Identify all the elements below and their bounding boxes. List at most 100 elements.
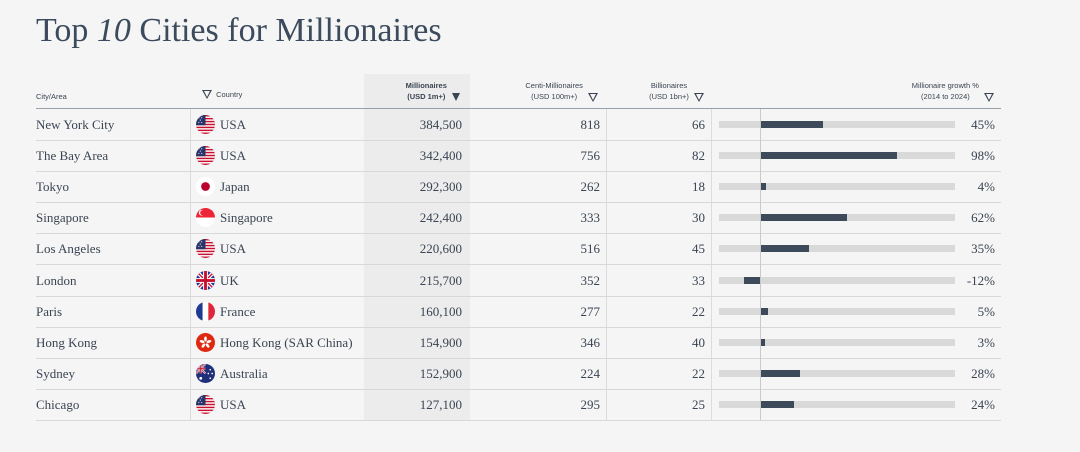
growth-zero-line [760,109,762,420]
growth-bar [760,307,768,315]
header-country-label: Country [216,89,243,99]
header-billionaires[interactable]: Billionaires (USD 1bn+) [606,80,704,110]
growth-value: 5% [977,303,995,319]
growth-value: 3% [977,334,995,350]
city-name: Los Angeles [36,241,101,257]
title-number: 10 [96,12,131,49]
millionaires-value: 292,300 [419,179,462,195]
country-name: Australia [220,365,268,381]
centi-millionaires-value: 295 [580,396,601,412]
growth-bar [760,183,767,191]
growth-bar-track [719,183,955,191]
title-suffix: Cities for Millionaires [130,12,442,49]
millionaires-value: 342,400 [419,148,462,164]
header-centi-line2: (USD 100m+) [531,92,578,101]
city-name: Sydney [36,365,75,381]
city-name: The Bay Area [36,148,109,164]
billionaires-value: 22 [692,365,705,381]
city-name: Hong Kong [36,334,98,350]
country-name: Japan [220,179,250,195]
growth-value: 98% [971,148,995,164]
country-name: USA [220,117,247,132]
growth-bar [760,338,765,346]
growth-value: 28% [971,365,995,381]
table-row[interactable]: London UK 215,700 352 33 -12% [36,265,1001,297]
billionaires-value: 45 [692,241,705,257]
country-name: USA [220,241,247,257]
billionaires-value: 82 [692,148,705,164]
header-centi-millionaires[interactable]: Centi-Millionaires (USD 100m+) [470,80,598,110]
country-name: France [220,303,256,319]
billionaires-value: 33 [692,272,705,288]
page-title: Top 10 Cities for Millionaires [36,12,442,50]
growth-value: 45% [971,117,995,132]
sorted-column-highlight [364,74,470,420]
header-growth-line1: Millionaire growth % [911,81,979,90]
header-millionaires-line1: Millionaires [405,81,447,90]
growth-bar-track [719,121,955,128]
table-row[interactable]: Tokyo Japan 292,300 262 18 4% [36,171,1001,204]
billionaires-value: 66 [692,117,705,132]
centi-millionaires-value: 352 [580,272,601,288]
header-city-label: City/Area [36,92,67,101]
australia-flag-icon [196,363,215,383]
header-millionaires[interactable]: Millionaires (USD 1m+) [364,80,460,110]
filter-icon[interactable] [694,92,704,102]
millionaires-value: 242,400 [419,210,462,226]
city-name: New York City [36,117,115,132]
country-name: Hong Kong (SAR China) [220,334,353,350]
singapore-flag-icon [196,208,215,228]
city-name: Singapore [36,210,89,226]
millionaires-value: 220,600 [419,241,462,257]
country-name: Singapore [220,210,273,226]
japan-flag-icon [196,177,215,197]
table-row[interactable]: Los Angeles USA 220,600 516 45 35% [36,233,1001,266]
millionaires-value: 215,700 [419,272,462,288]
centi-millionaires-value: 224 [580,365,601,381]
france-flag-icon [196,301,215,321]
filter-icon[interactable] [984,92,994,102]
table-row[interactable]: New York City USA 384,500 818 66 45% [36,109,1001,141]
filter-icon[interactable] [588,92,598,102]
growth-bar [760,121,824,128]
city-name: London [36,272,77,288]
table-row[interactable]: Paris France 160,100 277 22 5% [36,296,1001,328]
growth-value: 35% [971,241,995,257]
table-row[interactable]: Sydney Australia 152,900 224 22 28% [36,358,1001,390]
centi-millionaires-value: 756 [580,148,601,164]
us-flag-icon [196,146,215,166]
growth-bar-track [719,338,955,346]
table-row[interactable]: Chicago USA 127,100 295 25 24% [36,389,1001,421]
header-growth[interactable]: Millionaire growth % (2014 to 2024) [860,80,994,110]
growth-bar [760,400,794,408]
growth-value: -12% [966,272,995,288]
table-row[interactable]: The Bay Area USA 342,400 756 82 98% [36,140,1001,173]
growth-bar-track [719,245,955,253]
header-country[interactable]: Country [202,88,242,118]
header-centi-line1: Centi-Millionaires [525,81,583,90]
table-row[interactable]: Singapore Singapore 242,400 333 30 62% [36,202,1001,235]
table-row[interactable]: Hong Kong Hong Kong (SAR China) 154,900 346… [36,327,1001,359]
millionaires-value: 152,900 [419,365,462,381]
header-city[interactable]: City/Area [36,91,67,121]
country-name: UK [220,272,239,288]
growth-bar [760,152,897,160]
growth-bar-track [719,400,955,408]
growth-value: 24% [971,396,995,412]
country-name: USA [220,148,247,164]
sort-descending-icon[interactable] [452,93,460,101]
growth-bar [760,369,800,377]
us-flag-icon [196,115,215,134]
filter-icon[interactable] [202,89,212,99]
growth-bar [743,276,761,284]
growth-bar-track [719,276,955,284]
us-flag-icon [196,239,215,259]
header-billionaires-line2: (USD 1bn+) [649,92,689,101]
uk-flag-icon [196,270,215,290]
growth-bar-track [719,369,955,377]
us-flag-icon [196,394,215,414]
header-growth-line2: (2014 to 2024) [920,92,970,101]
centi-millionaires-value: 346 [580,334,601,350]
city-name: Tokyo [36,179,70,195]
billionaires-value: 25 [692,396,705,412]
